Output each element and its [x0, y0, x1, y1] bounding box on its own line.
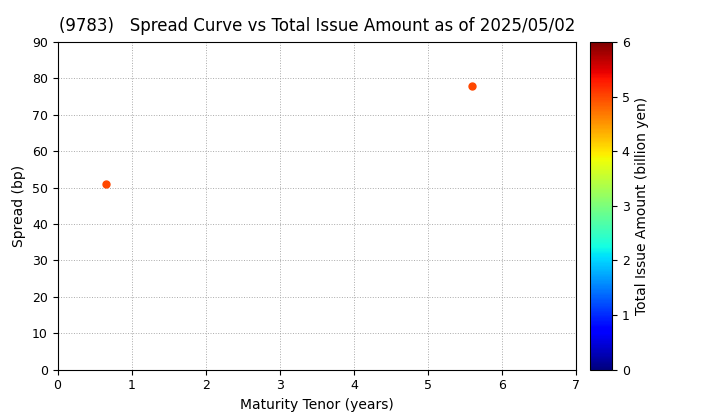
- X-axis label: Maturity Tenor (years): Maturity Tenor (years): [240, 398, 394, 412]
- Y-axis label: Total Issue Amount (billion yen): Total Issue Amount (billion yen): [635, 97, 649, 315]
- Point: [100, 181, 112, 187]
- Point: [467, 82, 478, 89]
- Y-axis label: Spread (bp): Spread (bp): [12, 165, 27, 247]
- Title: (9783)   Spread Curve vs Total Issue Amount as of 2025/05/02: (9783) Spread Curve vs Total Issue Amoun…: [58, 17, 575, 35]
